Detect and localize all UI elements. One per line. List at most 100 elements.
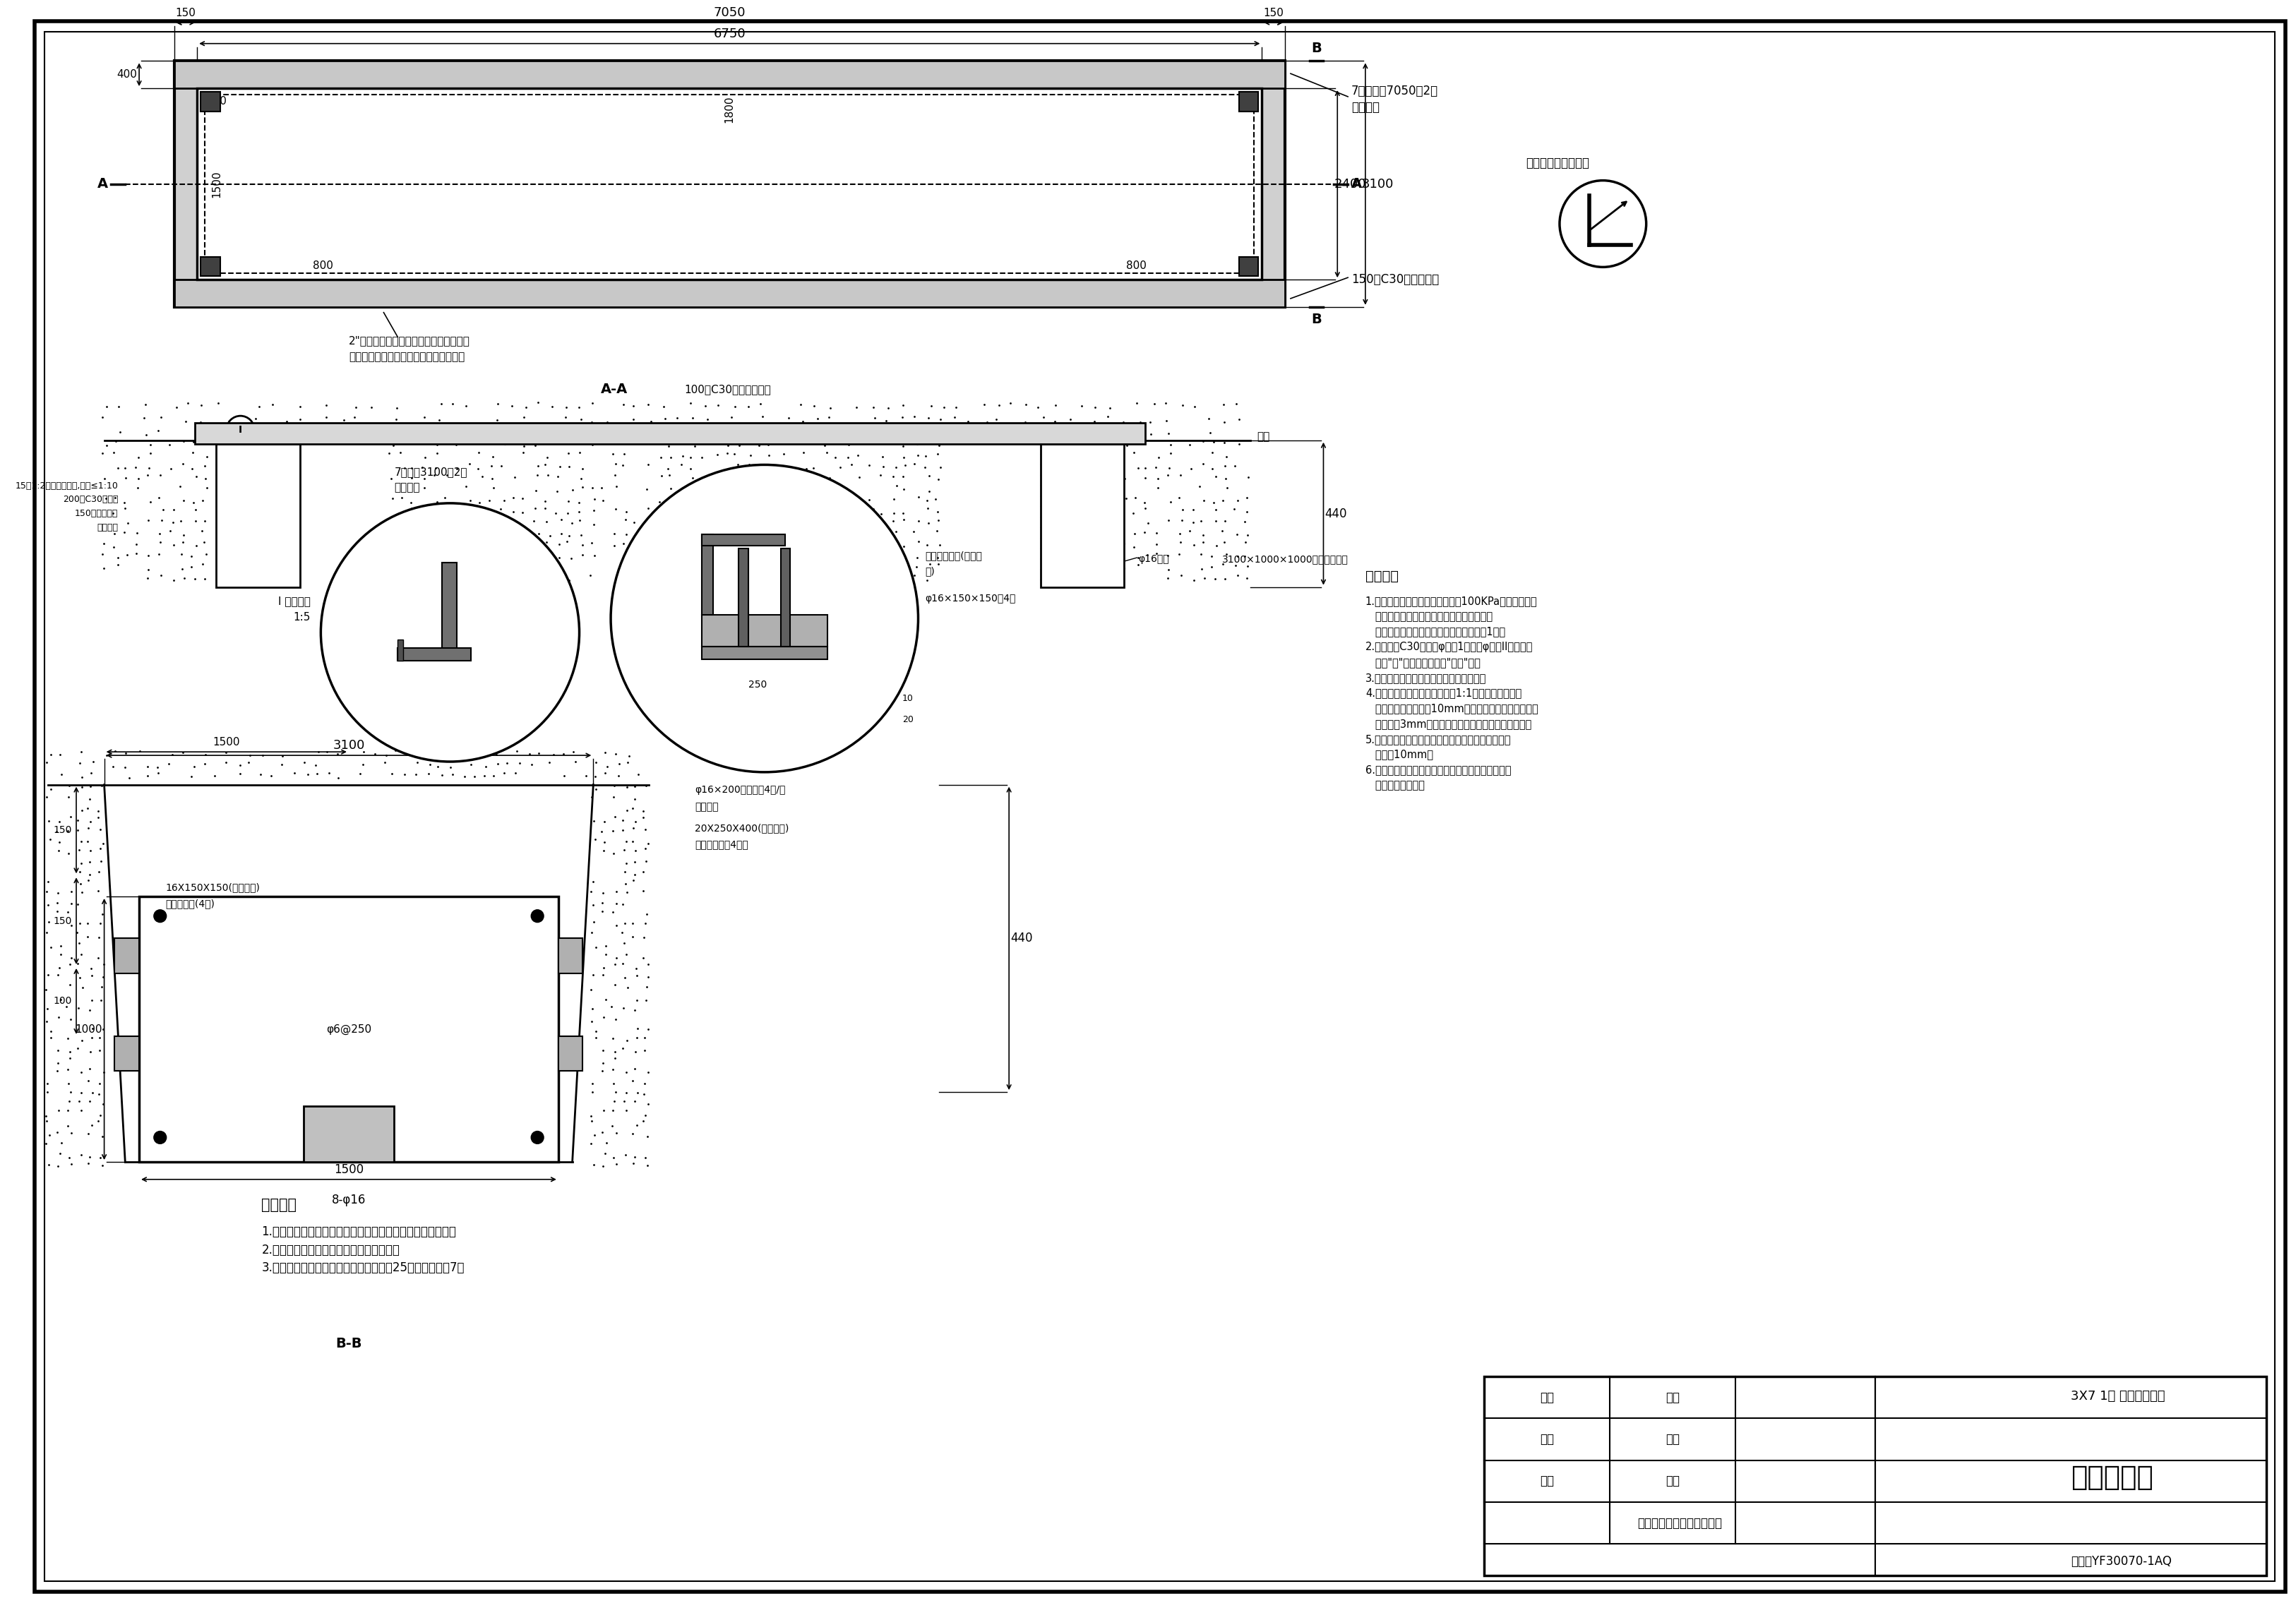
Text: 150: 150 [53,825,71,835]
Text: φ16×200螺纹钢，4根/夹: φ16×200螺纹钢，4根/夹 [696,785,785,794]
Circle shape [227,416,255,444]
Text: 批准: 批准 [1665,1433,1681,1446]
Text: A: A [96,177,108,191]
Bar [115,939,140,973]
Bar [397,648,471,661]
Bar [703,534,712,614]
Text: 编号：YF30070-1AQ: 编号：YF30070-1AQ [2071,1555,2172,1568]
Bar [1040,444,1125,587]
Text: 20X250X400(用户自备): 20X250X400(用户自备) [696,823,790,833]
Text: φ16×150×150，4块: φ16×150×150，4块 [925,593,1015,605]
Text: 工艺: 工艺 [1665,1391,1681,1404]
Text: 1800: 1800 [723,95,735,122]
Text: 150: 150 [53,917,71,926]
Bar [197,88,1263,280]
Text: 1500: 1500 [211,170,223,198]
Text: 膨胀性黄土，或存在混土层时则基础另加清: 膨胀性黄土，或存在混土层时则基础另加清 [1366,611,1492,622]
Text: 7号角钢长7050，2件: 7号角钢长7050，2件 [1352,85,1437,98]
Text: 400: 400 [117,69,138,80]
Text: 2.所有地脚螺栓要与基础内钢筋焊接牢固。: 2.所有地脚螺栓要与基础内钢筋焊接牢固。 [262,1243,400,1256]
Text: 6.应做好基坑内排水施措，保证基坑底部无积水，排: 6.应做好基坑内排水施措，保证基坑底部无积水，排 [1366,765,1511,775]
Text: 7050: 7050 [714,6,746,19]
Circle shape [530,1130,544,1143]
Bar [174,61,1286,88]
Text: 16X150X150(客户自备): 16X150X150(客户自备) [165,883,259,892]
Text: A-A: A-A [602,383,627,396]
Text: 高以"米"计，其余尺寸以"毫米"计。: 高以"米"计，其余尺寸以"毫米"计。 [1366,658,1481,667]
Text: 焊接半圆: 焊接半圆 [696,802,719,812]
Text: 20: 20 [902,716,914,724]
Text: 2400: 2400 [1334,177,1366,190]
Text: 1:5: 1:5 [294,611,310,622]
Bar [140,897,558,1163]
Text: 800: 800 [312,260,333,272]
Bar [216,444,301,587]
Text: 440: 440 [1010,933,1033,946]
Text: 800: 800 [1125,260,1146,272]
Bar [303,1106,395,1163]
Bar [200,92,220,111]
Text: 技术要求: 技术要求 [1366,569,1398,584]
Circle shape [611,465,918,772]
Text: 处理，基础知设施在现场边埋相距要大于1米。: 处理，基础知设施在现场边埋相距要大于1米。 [1366,627,1506,637]
Text: 不大于10mm。: 不大于10mm。 [1366,749,1433,761]
Text: 7号角钢3100，2根: 7号角钢3100，2根 [395,466,468,478]
Text: 绘图: 绘图 [1541,1475,1554,1487]
Text: B-B: B-B [335,1336,363,1351]
Bar [441,563,457,658]
Bar [703,646,827,659]
Bar [174,61,1286,307]
Text: 2.混凝土为C30，钢筋φ代代1级钢，φ代代II级钢，标: 2.混凝土为C30，钢筋φ代代1级钢，φ代代II级钢，标 [1366,642,1534,653]
Bar [397,640,404,661]
Bar [739,548,748,646]
Text: 200厚C30混凝土: 200厚C30混凝土 [62,495,117,505]
Text: 150宽C30素混凝土层: 150宽C30素混凝土层 [1352,273,1440,286]
Text: 日期: 日期 [1665,1475,1681,1487]
Text: 4.螺纹钢与基础板按照图半，用1:1水泥沙浆作底座，: 4.螺纹钢与基础板按照图半，用1:1水泥沙浆作底座， [1366,688,1522,698]
Text: φ6@250: φ6@250 [326,1024,372,1034]
Circle shape [154,910,165,923]
Text: 低不大于3mm，每块基础板用水平尺找平不能倾斜。: 低不大于3mm，每块基础板用水平尺找平不能倾斜。 [1366,719,1531,728]
Text: 1500: 1500 [333,1163,363,1175]
Text: 440: 440 [1325,507,1348,519]
Circle shape [154,1130,165,1143]
Bar [703,534,785,545]
Text: 15厚1:2水泥砂浆抹光,坡度≤1:10: 15厚1:2水泥砂浆抹光,坡度≤1:10 [16,481,117,490]
Text: 设计: 设计 [1541,1391,1554,1404]
Text: 地面: 地面 [1256,431,1270,442]
Text: 1.保证引线长度，满足汽车直线上秤的条件，避免转弯上秤。: 1.保证引线长度，满足汽车直线上秤的条件，避免转弯上秤。 [262,1225,457,1238]
Text: 3X7 1节 模块式汽车衡: 3X7 1节 模块式汽车衡 [2071,1389,2165,1402]
Text: 3.每块基础板承载重量标准值：垂直力为25吨，水平力为7吨: 3.每块基础板承载重量标准值：垂直力为25吨，水平力为7吨 [262,1262,464,1275]
Text: 1500: 1500 [214,736,241,748]
Bar [1240,92,1258,111]
Text: 3.坑口护角角钢摆照图加固基础后须放置。: 3.坑口护角角钢摆照图加固基础后须放置。 [1366,672,1486,683]
Text: 10: 10 [902,695,914,703]
Bar [558,1036,583,1071]
Text: I 局部放大: I 局部放大 [278,595,310,606]
Text: 预埋基础板（4块）: 预埋基础板（4块） [696,839,748,849]
Text: 100厚C30素混凝土垫层: 100厚C30素混凝土垫层 [684,384,771,394]
Bar [558,939,583,973]
Bar [1240,257,1258,277]
Text: 备): 备) [925,566,934,576]
Text: 100: 100 [53,997,71,1007]
Bar [195,423,1146,444]
Text: B: B [1311,42,1322,55]
Text: 审核: 审核 [1541,1433,1554,1446]
Text: 6750: 6750 [714,27,746,40]
Bar [174,280,1286,307]
Text: 素土夯实: 素土夯实 [96,523,117,532]
Text: 250: 250 [748,680,767,690]
Text: 浅基坑基础: 浅基坑基础 [2071,1465,2154,1491]
Text: 3100: 3100 [1362,177,1394,190]
Text: 基础板高出基坑底部10mm，各夹板架等高，相互阿高: 基础板高出基坑底部10mm，各夹板架等高，相互阿高 [1366,703,1538,714]
Bar [200,257,220,277]
Text: 1.素土夯实，地基允许承载力大于100KPa，若地基土为: 1.素土夯实，地基允许承载力大于100KPa，若地基土为 [1366,595,1538,606]
Text: 1000: 1000 [76,1024,103,1034]
Text: 150: 150 [174,8,195,18]
Text: 用户自备: 用户自备 [395,482,420,494]
Circle shape [530,910,544,923]
Text: φ16钢筋: φ16钢筋 [1139,555,1169,564]
Text: 150: 150 [1263,8,1283,18]
Text: 5.各基础中心的相对误差（前后、左右、对角线）均: 5.各基础中心的相对误差（前后、左右、对角线）均 [1366,733,1511,745]
